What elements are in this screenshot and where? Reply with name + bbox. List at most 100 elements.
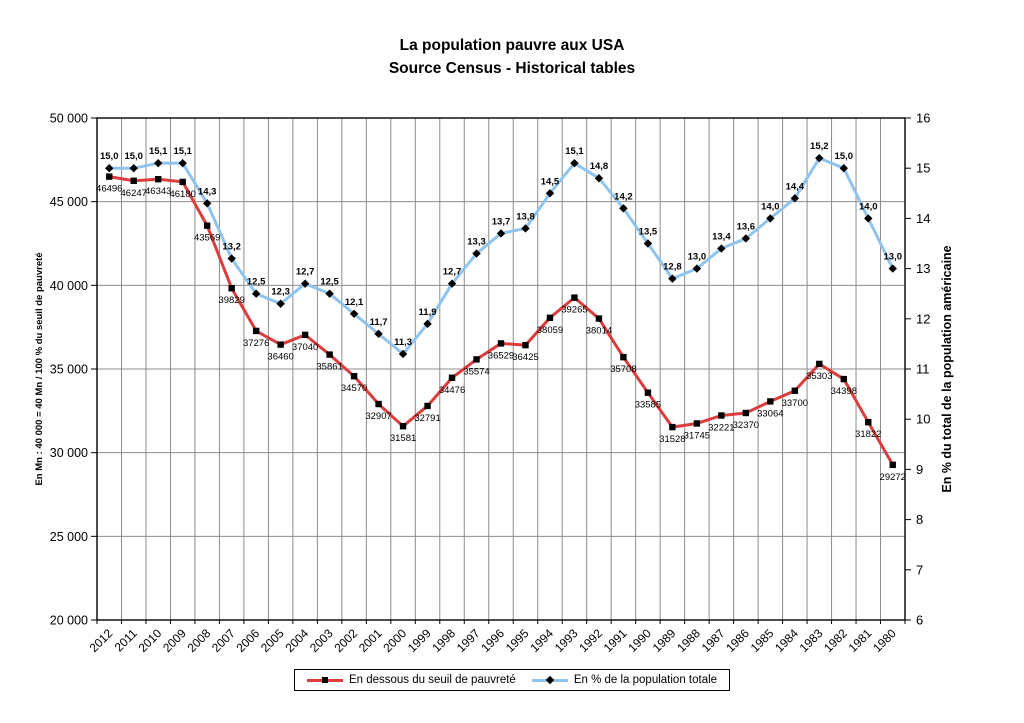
svg-text:46180: 46180 xyxy=(169,189,195,200)
svg-text:13,5: 13,5 xyxy=(639,227,658,238)
svg-text:32907: 32907 xyxy=(365,411,391,422)
svg-text:1988: 1988 xyxy=(674,626,703,655)
svg-text:13,3: 13,3 xyxy=(467,237,486,248)
svg-text:12: 12 xyxy=(916,311,930,326)
svg-text:2005: 2005 xyxy=(258,626,287,655)
svg-text:46496: 46496 xyxy=(96,184,122,195)
svg-text:1998: 1998 xyxy=(429,626,458,655)
svg-text:12,1: 12,1 xyxy=(345,297,364,308)
left-axis-tick-labels: 50 000 45 000 40 000 35 000 30 000 25 000 20 0… xyxy=(50,112,88,628)
svg-text:35574: 35574 xyxy=(463,366,489,377)
svg-text:15: 15 xyxy=(916,161,930,176)
svg-text:14,8: 14,8 xyxy=(590,161,609,172)
svg-text:1984: 1984 xyxy=(772,626,801,655)
svg-text:12,8: 12,8 xyxy=(663,262,682,273)
svg-text:7: 7 xyxy=(916,562,923,577)
svg-text:2002: 2002 xyxy=(331,626,360,655)
svg-text:13,0: 13,0 xyxy=(688,252,707,263)
svg-text:30 000: 30 000 xyxy=(50,446,88,460)
svg-text:1980: 1980 xyxy=(870,626,899,655)
svg-text:29272: 29272 xyxy=(880,472,906,483)
svg-text:32221: 32221 xyxy=(708,423,734,434)
svg-text:36460: 36460 xyxy=(267,352,293,363)
svg-text:31581: 31581 xyxy=(390,433,416,444)
svg-text:1995: 1995 xyxy=(503,626,532,655)
gridlines xyxy=(97,118,905,620)
svg-text:2010: 2010 xyxy=(136,626,165,655)
svg-text:14,0: 14,0 xyxy=(761,201,780,212)
right-axis-tick-labels: 16 15 14 13 12 11 10 9 8 7 6 xyxy=(916,111,930,628)
svg-text:14,0: 14,0 xyxy=(859,201,878,212)
svg-text:34476: 34476 xyxy=(439,385,465,396)
svg-text:11,7: 11,7 xyxy=(370,317,388,328)
svg-text:1999: 1999 xyxy=(405,626,434,655)
svg-text:14,3: 14,3 xyxy=(198,186,217,197)
svg-text:1985: 1985 xyxy=(748,626,777,655)
svg-text:1991: 1991 xyxy=(601,626,630,655)
svg-text:35861: 35861 xyxy=(316,362,342,373)
plot-frame xyxy=(96,117,906,621)
svg-text:13,7: 13,7 xyxy=(492,216,511,227)
svg-text:15,1: 15,1 xyxy=(565,146,584,157)
svg-text:35303: 35303 xyxy=(806,371,832,382)
svg-text:1992: 1992 xyxy=(576,626,605,655)
svg-text:1997: 1997 xyxy=(454,626,483,655)
svg-text:1989: 1989 xyxy=(650,626,679,655)
svg-text:38014: 38014 xyxy=(586,326,612,337)
svg-text:1987: 1987 xyxy=(699,626,728,655)
svg-text:45 000: 45 000 xyxy=(50,195,88,209)
svg-text:14,4: 14,4 xyxy=(786,181,805,192)
series-line-percent-total xyxy=(107,156,895,356)
svg-text:15,1: 15,1 xyxy=(173,146,192,157)
svg-text:12,7: 12,7 xyxy=(443,267,462,278)
chart-plot-svg: 50 000 45 000 40 000 35 000 30 000 25 000 20 0… xyxy=(34,111,954,656)
svg-text:37276: 37276 xyxy=(243,338,269,349)
svg-text:34398: 34398 xyxy=(831,386,857,397)
svg-text:46343: 46343 xyxy=(145,186,171,197)
svg-text:31822: 31822 xyxy=(855,429,881,440)
legend-item-percent-total: En % de la population totale xyxy=(531,674,718,686)
svg-text:37040: 37040 xyxy=(292,342,318,353)
svg-text:25 000: 25 000 xyxy=(50,530,88,544)
svg-text:2004: 2004 xyxy=(282,626,311,655)
svg-text:En % du total de la population: En % du total de la population américain… xyxy=(940,245,954,492)
svg-text:11,9: 11,9 xyxy=(419,307,437,318)
svg-text:13,2: 13,2 xyxy=(222,242,241,253)
chart-title: La population pauvre aux USA xyxy=(399,37,625,54)
svg-text:14,5: 14,5 xyxy=(541,176,560,187)
legend-label-percent-total: En % de la population totale xyxy=(573,674,718,686)
svg-text:1994: 1994 xyxy=(527,626,556,655)
svg-text:33064: 33064 xyxy=(757,408,783,419)
svg-text:14,2: 14,2 xyxy=(614,191,633,202)
legend-item-below-poverty: En dessous du seuil de pauvreté xyxy=(306,674,516,686)
svg-text:15,1: 15,1 xyxy=(149,146,168,157)
svg-text:2008: 2008 xyxy=(185,626,214,655)
svg-text:10: 10 xyxy=(916,412,930,427)
svg-text:2001: 2001 xyxy=(356,626,385,655)
svg-text:2000: 2000 xyxy=(380,626,409,655)
svg-text:15,0: 15,0 xyxy=(835,151,854,162)
svg-text:2003: 2003 xyxy=(307,626,336,655)
chart-title-block: La population pauvre aux USA Source Cens… xyxy=(0,34,1024,80)
x-axis-year-labels: 2012201120102009200820072006200520042003… xyxy=(87,626,900,655)
svg-text:8: 8 xyxy=(916,512,923,527)
svg-text:13,4: 13,4 xyxy=(712,232,731,243)
svg-text:50 000: 50 000 xyxy=(50,112,88,126)
axis-titles: En Mn : 40 000 = 40 Mn / 100 % du seuil … xyxy=(34,245,954,492)
blue-line-diamond-marker-icon xyxy=(531,675,568,685)
svg-text:32370: 32370 xyxy=(733,420,759,431)
svg-text:1996: 1996 xyxy=(478,626,507,655)
svg-text:35708: 35708 xyxy=(610,364,636,375)
svg-text:33585: 33585 xyxy=(635,400,661,411)
svg-text:1983: 1983 xyxy=(797,626,826,655)
svg-text:43569: 43569 xyxy=(194,233,220,244)
svg-text:14: 14 xyxy=(916,211,930,226)
svg-text:2009: 2009 xyxy=(160,626,189,655)
svg-text:12,7: 12,7 xyxy=(296,267,315,278)
svg-text:1982: 1982 xyxy=(821,626,850,655)
svg-text:13: 13 xyxy=(916,261,930,276)
svg-text:12,5: 12,5 xyxy=(247,277,266,288)
series-markers-percent-total xyxy=(105,153,897,359)
svg-text:46247: 46247 xyxy=(121,188,147,199)
